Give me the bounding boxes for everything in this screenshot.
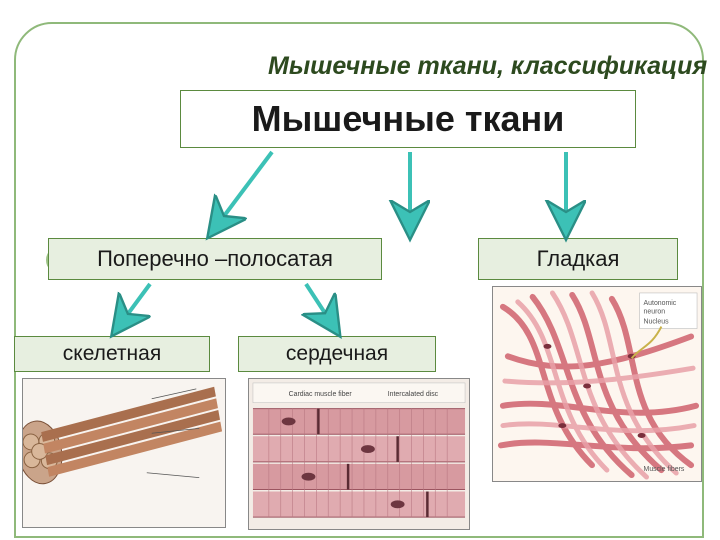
node-skel-label: скелетная bbox=[63, 342, 161, 366]
node-striated: Поперечно –полосатая bbox=[48, 238, 382, 280]
node-left-label: Поперечно –полосатая bbox=[97, 246, 333, 272]
svg-text:neuron: neuron bbox=[644, 309, 666, 316]
image-cardiac: Cardiac muscle fiber Intercalated disc bbox=[248, 378, 470, 530]
node-root: Мышечные ткани bbox=[180, 90, 636, 148]
node-skeletal: скелетная bbox=[14, 336, 210, 372]
image-skeletal bbox=[22, 378, 226, 528]
node-root-label: Мышечные ткани bbox=[252, 98, 565, 140]
svg-text:Intercalated disc: Intercalated disc bbox=[388, 391, 439, 398]
slide-title: Мышечные ткани, классификация bbox=[268, 52, 707, 81]
image-smooth: Autonomic neuron Nucleus Muscle fibers bbox=[492, 286, 702, 482]
svg-text:Muscle fibers: Muscle fibers bbox=[644, 466, 685, 473]
node-right-label: Гладкая bbox=[537, 246, 620, 272]
node-cardiac: сердечная bbox=[238, 336, 436, 372]
svg-text:Nucleus: Nucleus bbox=[644, 319, 670, 326]
svg-text:Autonomic: Autonomic bbox=[644, 300, 677, 307]
svg-text:Cardiac muscle fiber: Cardiac muscle fiber bbox=[289, 391, 353, 398]
node-card-label: сердечная bbox=[286, 342, 388, 366]
node-smooth: Гладкая bbox=[478, 238, 678, 280]
